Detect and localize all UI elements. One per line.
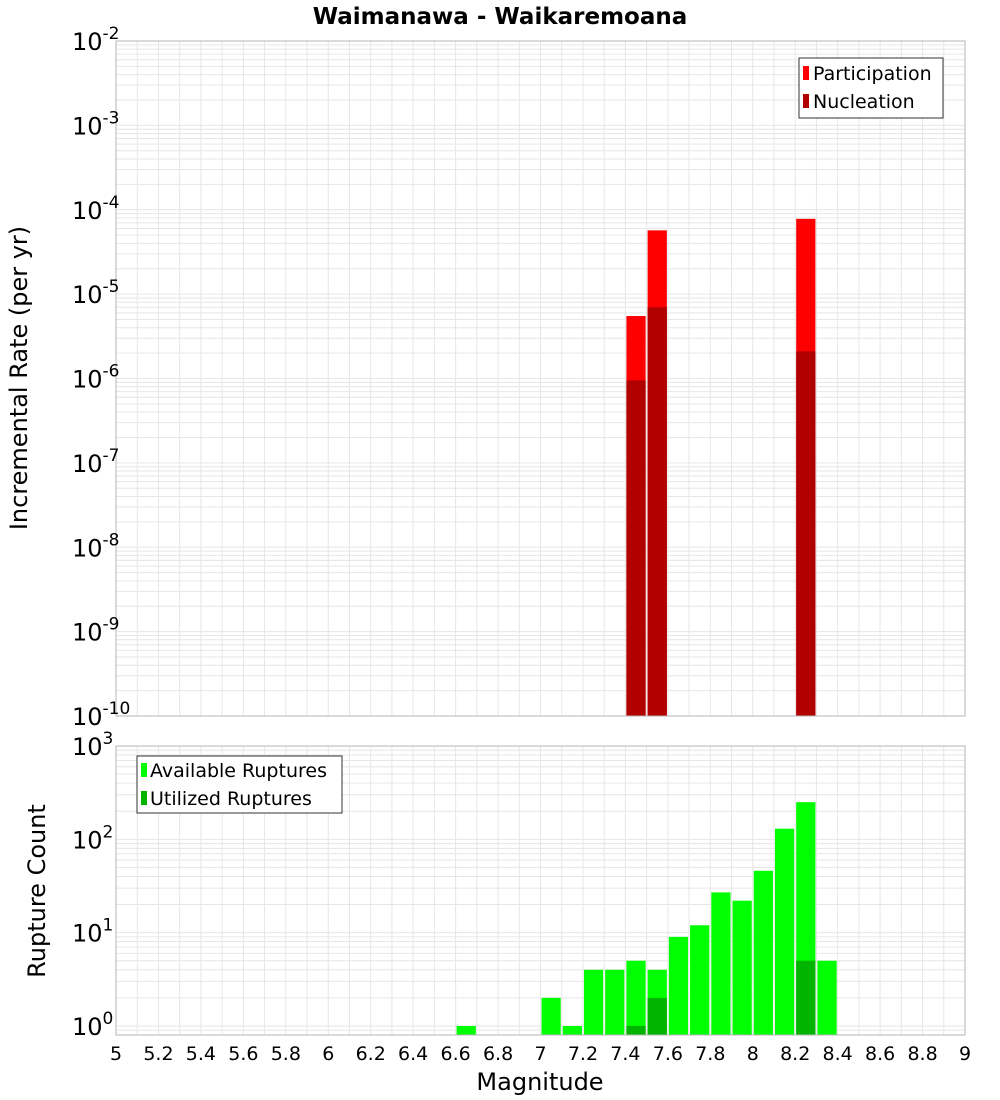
x-tick-label: 9 (959, 1043, 971, 1065)
y-tick-label: 100 (72, 1009, 113, 1041)
participation-legend-label: Participation (813, 63, 932, 85)
x-tick-label: 8.6 (865, 1043, 895, 1065)
magnitude-x-ticks: 5 5.2 5.4 5.6 5.8 6 6.2 6.4 6.6 6.8 7 7.2 7.4 7.6 7.8 8… (110, 1043, 971, 1065)
count-bars (456, 802, 837, 1035)
utilized-legend-label: Utilized Ruptures (150, 788, 312, 810)
rate-plot-frame (115, 40, 966, 717)
y-tick-label: 10-7 (72, 446, 120, 478)
rate-bars (626, 218, 816, 716)
y-tick-label: 10-4 (72, 193, 120, 225)
y-tick-label: 10-8 (72, 530, 120, 562)
x-tick-label: 8.4 (823, 1043, 853, 1065)
available-ruptures-bar (668, 936, 689, 1035)
y-tick-label: 10-6 (72, 362, 120, 394)
magnitude-x-axis-label: Magnitude (476, 1068, 603, 1096)
y-tick-label: 10-3 (72, 108, 120, 140)
nucleation-bar (647, 307, 667, 716)
x-tick-label: 6.2 (356, 1043, 386, 1065)
nucleation-legend-swatch (803, 94, 809, 108)
nucleation-bar (626, 380, 646, 716)
rate-y-ticks: 10-10 10-9 10-8 10-7 10-6 10-5 10-4 10-3 10-2 (72, 24, 130, 731)
available-ruptures-bar (774, 828, 795, 1035)
y-tick-label: 10-10 (72, 699, 130, 731)
available-ruptures-bar (732, 900, 752, 1035)
utilized-ruptures-bar (626, 1025, 646, 1035)
available-ruptures-bar (690, 925, 710, 1035)
utilized-ruptures-bar (796, 960, 816, 1035)
x-tick-label: 8.8 (907, 1043, 937, 1065)
nucleation-legend-label: Nucleation (813, 91, 915, 113)
x-tick-label: 6.4 (398, 1043, 428, 1065)
count-legend-box (136, 755, 343, 814)
x-tick-label: 7.6 (653, 1043, 683, 1065)
x-tick-label: 7.8 (695, 1043, 725, 1065)
available-ruptures-bar (541, 997, 561, 1035)
nucleation-bar (796, 351, 816, 716)
count-y-ticks: 100 101 102 103 (72, 729, 113, 1041)
x-tick-label: 7 (534, 1043, 546, 1065)
available-ruptures-bar (456, 1025, 476, 1035)
y-tick-label: 103 (72, 729, 113, 761)
available-legend-label: Available Ruptures (150, 760, 327, 782)
rate-legend: Participation Nucleation (798, 57, 944, 119)
utilized-ruptures-bar (647, 997, 667, 1035)
rate-y-axis-label: Incremental Rate (per yr) (5, 226, 33, 530)
y-tick-label: 10-5 (72, 277, 120, 309)
x-tick-label: 6.8 (483, 1043, 513, 1065)
available-ruptures-bar (753, 870, 773, 1035)
y-tick-label: 101 (72, 916, 113, 948)
y-tick-label: 102 (72, 822, 113, 854)
available-ruptures-bar (583, 969, 604, 1035)
count-plot-frame (115, 745, 966, 1036)
x-tick-label: 6 (322, 1043, 334, 1065)
rate-grid (116, 40, 965, 717)
y-tick-label: 10-2 (72, 24, 120, 56)
participation-legend-swatch (803, 66, 809, 80)
x-tick-label: 8 (747, 1043, 759, 1065)
available-ruptures-bar (626, 960, 646, 1035)
rate-panel: 10-10 10-9 10-8 10-7 10-6 10-5 10-4 10-3 10-2 In… (5, 24, 966, 731)
count-panel: 100 101 102 103 5 5.2 5.4 5.6 5.8 6 6.2 6.4 6.6 6.8 7… (23, 729, 971, 1096)
x-tick-label: 7.4 (610, 1043, 640, 1065)
available-ruptures-bar (817, 960, 837, 1035)
chart-title: Waimanawa - Waikaremoana (313, 4, 688, 30)
x-tick-label: 8.2 (780, 1043, 810, 1065)
y-tick-label: 10-9 (72, 615, 120, 647)
x-tick-label: 5.2 (143, 1043, 173, 1065)
x-tick-label: 6.6 (440, 1043, 470, 1065)
x-tick-label: 7.2 (568, 1043, 598, 1065)
rate-legend-box (798, 57, 944, 119)
x-tick-label: 5.6 (228, 1043, 258, 1065)
count-legend: Available Ruptures Utilized Ruptures (136, 755, 343, 814)
available-ruptures-bar (605, 969, 625, 1035)
x-tick-label: 5.8 (271, 1043, 301, 1065)
x-tick-label: 5.4 (186, 1043, 216, 1065)
available-ruptures-bar (711, 892, 731, 1035)
available-legend-swatch (141, 763, 147, 777)
count-y-axis-label: Rupture Count (23, 804, 51, 978)
utilized-legend-swatch (141, 791, 147, 805)
x-tick-label: 5 (110, 1043, 122, 1065)
available-ruptures-bar (562, 1025, 582, 1035)
